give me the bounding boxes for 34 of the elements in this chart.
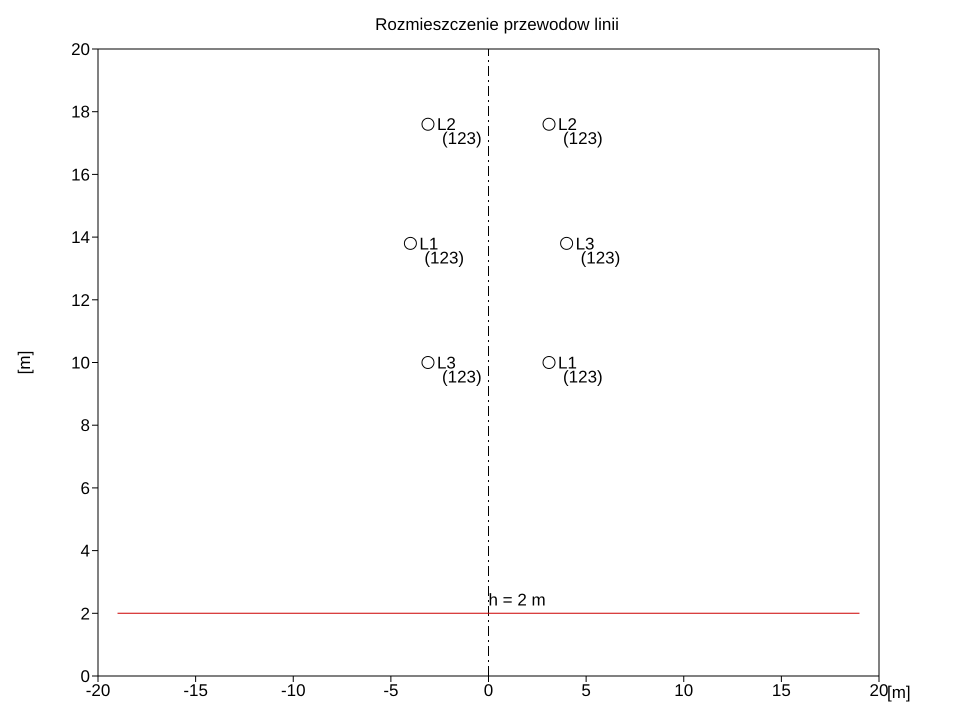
x-tick-label: 5 [581, 681, 591, 700]
x-tick-label: 20 [870, 681, 888, 700]
point [542, 356, 556, 369]
y-tick-label: 14 [71, 228, 90, 248]
x-tick-label: -15 [183, 681, 208, 700]
point [421, 356, 434, 369]
point [421, 118, 434, 131]
x-tick-label: 10 [674, 681, 694, 700]
y-tick-label: 12 [71, 290, 90, 310]
y-tick-label: 6 [80, 478, 90, 498]
y-tick-label: 10 [71, 354, 90, 373]
y-tick-label: 8 [80, 416, 90, 436]
annotation: L1 (123) [419, 234, 464, 268]
y-tick-label: 4 [80, 542, 90, 561]
y-tick-label: 2 [80, 604, 90, 624]
y-tick-label: 18 [71, 102, 90, 122]
annotation: L2 (123) [558, 115, 603, 148]
annotation: L2 (123) [436, 115, 482, 148]
x-tick-label: 15 [772, 681, 791, 700]
y-tick-label: 20 [71, 40, 90, 60]
annotation: h = 2 m [488, 590, 546, 610]
annotation: L3 (123) [576, 234, 620, 268]
chart-title: Rozmieszczenie przewodow linii [375, 15, 619, 34]
x-axis-title: [m] [887, 683, 911, 702]
y-tick-label: 16 [71, 165, 90, 184]
point [404, 236, 417, 250]
x-tick-label: 0 [484, 681, 494, 700]
point [542, 118, 556, 131]
point [560, 236, 574, 250]
x-tick-label: -5 [383, 681, 398, 700]
y-axis-title: [m] [15, 350, 34, 374]
annotation: L1 (123) [558, 354, 603, 386]
x-tick-label: -10 [280, 681, 306, 700]
annotation: L3 (123) [436, 354, 482, 386]
